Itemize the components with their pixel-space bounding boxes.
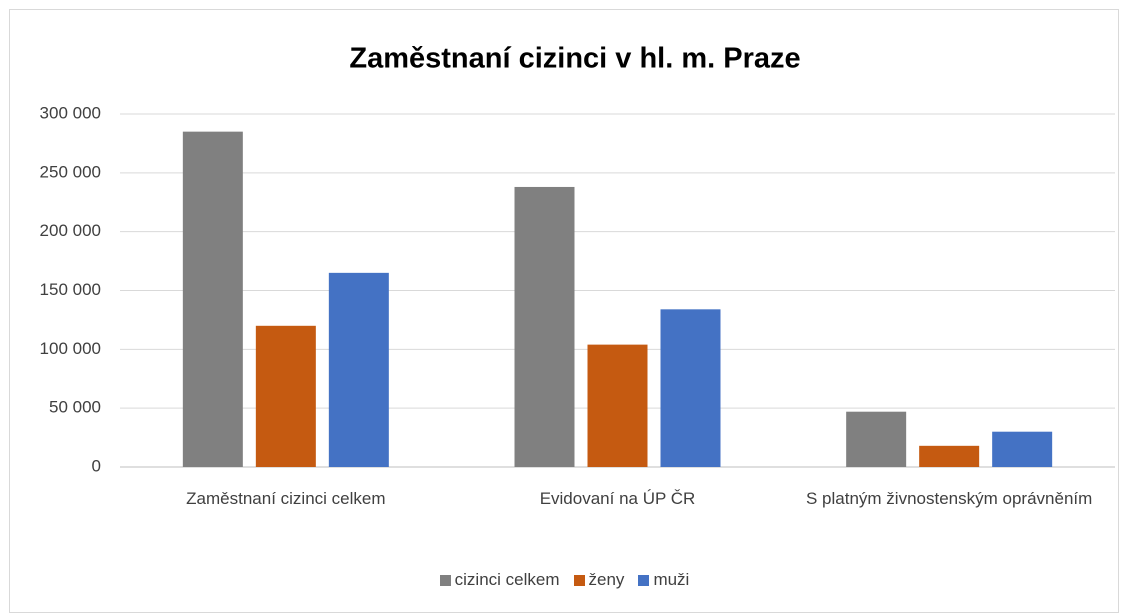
legend-item: muži (638, 570, 689, 590)
bar (919, 445, 980, 467)
bar (992, 431, 1053, 467)
y-tick-label: 100 000 (40, 339, 101, 358)
bar (328, 272, 389, 467)
legend: cizinci celkem ženy muži (0, 570, 1129, 590)
legend-swatch (439, 574, 451, 586)
legend-swatch (573, 574, 585, 586)
chart-frame (9, 9, 1119, 613)
bar (587, 344, 648, 467)
y-tick-label: 300 000 (40, 103, 101, 122)
bar (255, 325, 316, 467)
y-tick-label: 50 000 (49, 398, 101, 417)
chart-title: Zaměstnaní cizinci v hl. m. Praze (349, 43, 800, 75)
y-tick-label: 0 (92, 456, 101, 475)
bar (660, 309, 721, 467)
bar (846, 411, 907, 467)
y-tick-label: 250 000 (40, 162, 101, 181)
bar (182, 131, 243, 467)
legend-item: ženy (573, 570, 625, 590)
legend-label: cizinci celkem (454, 570, 560, 589)
legend-label: ženy (588, 570, 625, 589)
x-tick-label: Zaměstnaní cizinci celkem (186, 489, 386, 508)
legend-item: cizinci celkem (439, 570, 560, 590)
bar (514, 186, 575, 467)
y-tick-label: 150 000 (40, 280, 101, 299)
legend-label: muži (653, 570, 690, 589)
legend-swatch (638, 574, 650, 586)
x-tick-label: Evidovaní na ÚP ČR (539, 489, 696, 508)
y-tick-label: 200 000 (40, 221, 101, 240)
x-tick-label: S platným živnostenským oprávněním (806, 489, 1093, 508)
